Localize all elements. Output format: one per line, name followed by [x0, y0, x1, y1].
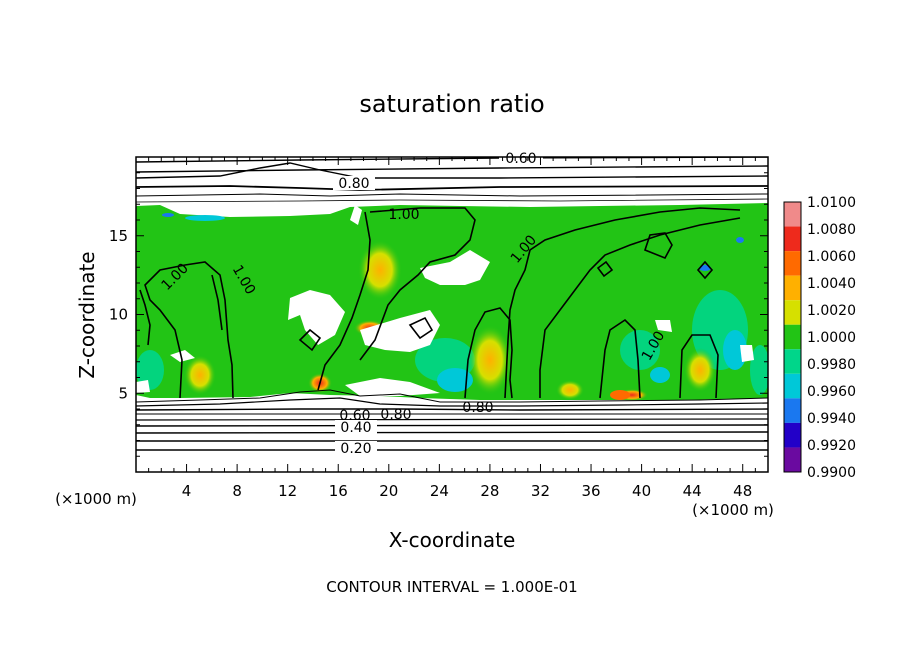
x-tick-label: 20: [379, 482, 398, 500]
z-unit-label: (×1000 m): [55, 490, 137, 508]
lower-contours: [136, 389, 768, 451]
colorbar-label: 1.0020: [807, 303, 856, 319]
x-tick-label: 4: [182, 482, 192, 500]
colorbar-swatch: [784, 398, 801, 423]
colorbar: 1.0100 1.0080 1.0060 1.0040 1.0020 1.0000 0.99…: [783, 195, 856, 481]
unsaturated-holes: [136, 205, 754, 396]
x-tick-label: 16: [329, 482, 348, 500]
colorbar-swatch: [784, 226, 801, 252]
contour-label: 0.80: [462, 400, 493, 416]
colorbar-swatch: [784, 447, 801, 472]
colorbar-swatch: [784, 373, 801, 399]
contour-label: 1.00: [388, 207, 419, 223]
colorbar-swatch: [784, 202, 801, 227]
x-axis: 4 8 12 16 20 24 28 32 36 40 44 48: [148, 157, 756, 500]
colorbar-swatch: [784, 349, 801, 374]
x-tick-label: 28: [480, 482, 499, 500]
x-tick-label: 12: [278, 482, 297, 500]
colorbar-swatch: [784, 275, 801, 301]
x-tick-label: 40: [632, 482, 651, 500]
colorbar-label: 1.0060: [807, 249, 856, 265]
contour-interval-note: CONTOUR INTERVAL = 1.000E-01: [326, 578, 577, 596]
x-tick-label: 36: [581, 482, 600, 500]
colorbar-label: 0.9960: [807, 384, 856, 400]
upper-contours: [136, 157, 768, 203]
y-tick-label: 5: [118, 384, 128, 402]
x-tick-label: 32: [531, 482, 550, 500]
cloud-contours: [139, 207, 741, 399]
colorbar-label: 0.9920: [807, 438, 856, 454]
colorbar-label: 1.0040: [807, 276, 856, 292]
colorbar-swatch: [784, 324, 801, 350]
x-axis-title: X-coordinate: [389, 528, 516, 552]
contour-label: 0.80: [380, 407, 411, 423]
y-tick-label: 10: [109, 306, 128, 324]
colorbar-label: 1.0080: [807, 222, 856, 238]
y-axis-title: Z-coordinate: [75, 251, 99, 378]
y-axis: 5 10 15: [109, 172, 768, 457]
x-tick-label: 8: [232, 482, 242, 500]
colorbar-label: 1.0000: [807, 330, 856, 346]
colorbar-swatch: [784, 300, 801, 325]
contour-label: 0.60: [505, 151, 536, 167]
cyan-patches: [185, 215, 747, 392]
contour-label: 0.80: [338, 176, 369, 192]
plot-area: [136, 157, 768, 451]
colorbar-label: 0.9980: [807, 357, 856, 373]
colorbar-label: 0.9940: [807, 411, 856, 427]
colorbar-swatch: [784, 422, 801, 448]
contour-label: 0.40: [340, 420, 371, 436]
colorbar-swatch: [784, 251, 801, 276]
contour-label: 0.20: [340, 441, 371, 457]
colorbar-label: 0.9900: [807, 465, 856, 481]
x-tick-label: 48: [733, 482, 752, 500]
colorbar-label: 1.0100: [807, 195, 856, 211]
chart-title: saturation ratio: [359, 90, 544, 118]
x-unit-label: (×1000 m): [692, 501, 774, 519]
x-tick-label: 44: [683, 482, 702, 500]
colorbar-frame: [783, 201, 802, 473]
y-tick-label: 15: [109, 227, 128, 245]
x-tick-label: 24: [430, 482, 449, 500]
warm-columns: [184, 240, 716, 401]
